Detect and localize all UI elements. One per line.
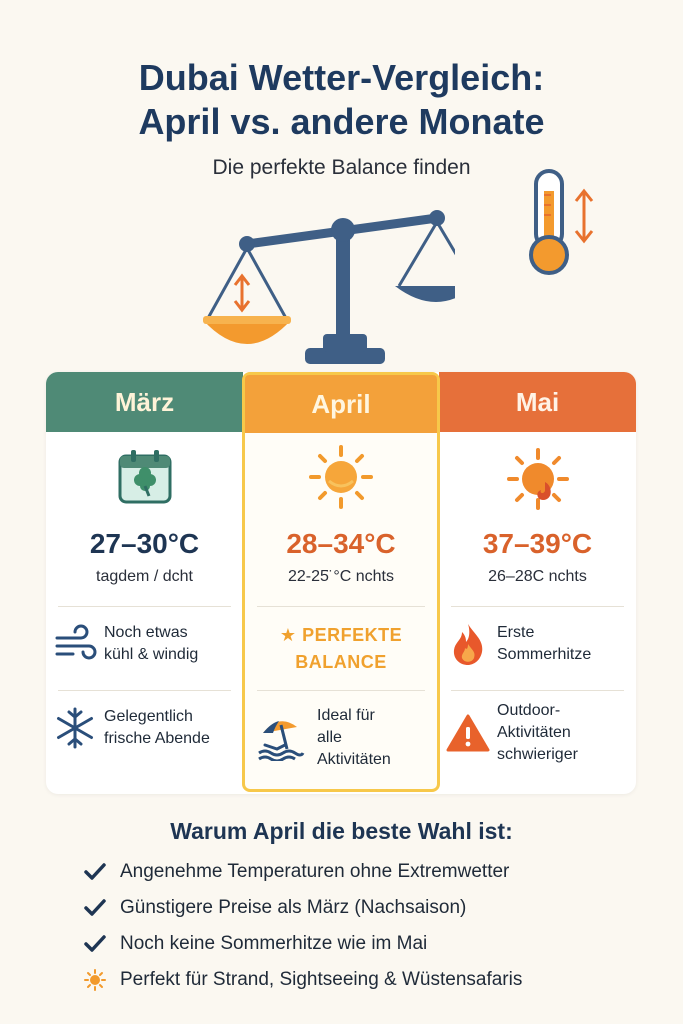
divider bbox=[257, 606, 425, 607]
feature-text: frische Abende bbox=[104, 730, 210, 747]
benefit-text: Angenehme Temperaturen ohne Extremwetter bbox=[120, 861, 510, 882]
list-item: Perfekt für Strand, Sightseeing & Wüsten… bbox=[84, 962, 522, 998]
divider bbox=[257, 690, 425, 691]
hot-sun-icon bbox=[506, 448, 569, 510]
benefit-text: Noch keine Sommerhitze wie im Mai bbox=[120, 933, 428, 954]
thermometer-icon bbox=[529, 169, 594, 275]
beach-umbrella-icon bbox=[258, 721, 305, 761]
night-temp-april: 22-25̈ °C nchts bbox=[287, 568, 394, 585]
temp-maerz: 27–30°C bbox=[89, 528, 200, 559]
divider bbox=[58, 690, 231, 691]
feature-mai-1: Erste Sommerhitze bbox=[439, 622, 636, 666]
page-title: Dubai Wetter-Vergleich: April vs. andere… bbox=[0, 56, 683, 144]
feature-text: Ideal für bbox=[317, 707, 375, 724]
month-header-april: April bbox=[245, 375, 437, 433]
feature-text: Gelegentlich bbox=[104, 708, 193, 725]
checkmark-icon bbox=[84, 935, 106, 952]
perfect-balance-badge: ★ PERFEKTE BALANCE bbox=[245, 622, 437, 676]
night-temp-mai: 26–28C nchts bbox=[488, 568, 587, 585]
temp-mai: 37–39°C bbox=[482, 528, 593, 559]
divider bbox=[451, 690, 624, 691]
page-subtitle: Die perfekte Balance finden bbox=[212, 156, 471, 179]
feature-maerz-2: Gelegentlich frische Abende bbox=[46, 706, 243, 750]
list-item: Noch keine Sommerhitze wie im Mai bbox=[84, 926, 522, 962]
star-icon: ★ bbox=[279, 625, 297, 645]
feature-text: alle bbox=[317, 729, 342, 746]
badge-line-2: BALANCE bbox=[295, 652, 387, 672]
divider bbox=[58, 606, 231, 607]
feature-text: Noch etwas bbox=[104, 624, 188, 641]
feature-maerz-1: Noch etwas kühl & windig bbox=[46, 622, 243, 666]
temp-april: 28–34°C bbox=[286, 528, 396, 559]
month-comparison-table: März 27–30°C tagdem / dcht No bbox=[46, 372, 636, 794]
feature-text: Aktivitäten bbox=[317, 751, 391, 768]
benefit-text: Perfekt für Strand, Sightseeing & Wüsten… bbox=[120, 969, 523, 990]
feature-mai-2: Outdoor- Aktivitäten schwieriger bbox=[439, 700, 636, 766]
checkmark-icon bbox=[84, 899, 106, 916]
night-temp-maerz: tagdem / dcht bbox=[96, 568, 193, 585]
month-header-mai: Mai bbox=[439, 372, 636, 432]
flame-icon bbox=[453, 624, 483, 665]
why-april-heading: Warum April die beste Wahl ist: bbox=[170, 818, 513, 844]
wind-icon bbox=[55, 624, 97, 660]
checkmark-icon bbox=[84, 863, 106, 880]
title-line-1: Dubai Wetter-Vergleich: bbox=[138, 57, 545, 98]
snowflake-icon bbox=[57, 707, 93, 749]
sun-icon bbox=[309, 445, 373, 509]
balance-scale-icon bbox=[203, 210, 455, 364]
feature-text: Erste bbox=[497, 624, 535, 641]
divider bbox=[451, 606, 624, 607]
feature-text: schwieriger bbox=[497, 746, 578, 763]
feature-april-1: Ideal für alle Aktivitäten bbox=[245, 705, 437, 771]
warning-icon bbox=[446, 714, 490, 752]
list-item: Günstigere Preise als März (Nachsaison) bbox=[84, 890, 522, 926]
title-line-2: April vs. andere Monate bbox=[138, 101, 545, 142]
feature-text: Sommerhitze bbox=[497, 646, 592, 663]
column-mai: Mai 37–39°C 26–28C nchts bbox=[439, 372, 636, 794]
badge-line-1: PERFEKTE bbox=[302, 625, 403, 645]
column-april: April 28–34°C 22-25̈ °C nchts ★ PERFEKTE… bbox=[242, 372, 440, 792]
feature-text: Outdoor- bbox=[497, 702, 561, 719]
list-item: Angenehme Temperaturen ohne Extremwetter bbox=[84, 854, 522, 890]
benefits-list: Angenehme Temperaturen ohne Extremwetter… bbox=[84, 854, 522, 998]
column-maerz: März 27–30°C tagdem / dcht No bbox=[46, 372, 243, 794]
small-sun-icon bbox=[84, 969, 106, 991]
calendar-clover-icon bbox=[118, 450, 171, 504]
benefit-text: Günstigere Preise als März (Nachsaison) bbox=[120, 897, 467, 918]
month-header-maerz: März bbox=[46, 372, 243, 432]
feature-text: kühl & windig bbox=[104, 646, 199, 663]
feature-text: Aktivitäten bbox=[497, 724, 571, 741]
